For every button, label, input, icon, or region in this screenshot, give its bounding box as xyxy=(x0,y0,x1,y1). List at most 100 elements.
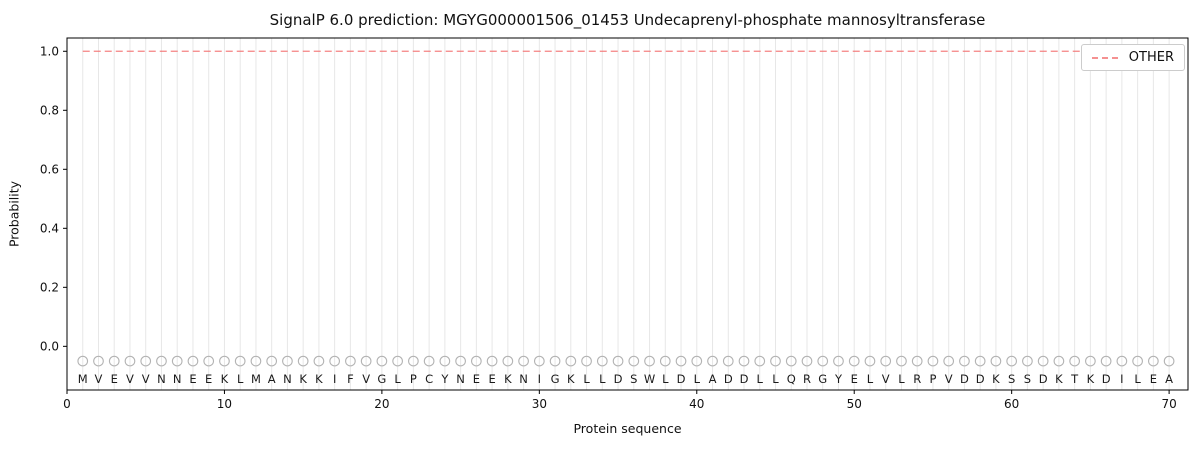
residue-letter: R xyxy=(803,372,811,386)
residue-marker xyxy=(439,355,451,367)
residue-letter: K xyxy=(504,372,512,386)
residue-marker xyxy=(1148,355,1159,367)
y-tick-label: 0.0 xyxy=(40,340,59,354)
residue-marker xyxy=(156,355,167,367)
axes-frame xyxy=(66,37,1189,391)
residue-letter: Y xyxy=(834,372,843,386)
legend: OTHER xyxy=(1080,44,1185,71)
residue-marker xyxy=(801,355,813,367)
residue-marker xyxy=(833,355,844,367)
residue-marker xyxy=(817,355,829,367)
residue-letter: P xyxy=(410,372,417,386)
residue-marker xyxy=(392,355,403,367)
residue-marker xyxy=(376,355,388,367)
residue-marker xyxy=(219,355,230,367)
residue-letter: F xyxy=(347,372,354,386)
residue-letter: N xyxy=(283,372,292,386)
residue-letter: L xyxy=(772,372,779,386)
residue-marker xyxy=(707,355,718,367)
residue-letter: W xyxy=(644,372,655,386)
residue-letter: S xyxy=(630,372,637,386)
residue-letter: A xyxy=(268,372,276,386)
residue-letter: K xyxy=(992,372,1000,386)
residue-marker xyxy=(880,355,892,367)
residue-letter: A xyxy=(1165,372,1173,386)
residue-marker xyxy=(896,355,907,367)
x-axis-label: Protein sequence xyxy=(573,421,682,436)
residue-marker xyxy=(581,355,592,367)
residue-marker xyxy=(455,355,466,367)
residue-letter: K xyxy=(1055,372,1063,386)
residue-letter: D xyxy=(677,372,686,386)
residue-marker xyxy=(1006,355,1018,367)
residue-marker xyxy=(93,355,104,367)
residue-letter: I xyxy=(538,372,541,386)
sequence-markers xyxy=(77,355,1175,367)
residue-letter: D xyxy=(976,372,985,386)
residue-letter: L xyxy=(662,372,669,386)
residue-letter: V xyxy=(142,372,150,386)
y-tick-label: 0.2 xyxy=(40,281,59,295)
x-tick-label: 70 xyxy=(1161,397,1176,411)
residue-marker xyxy=(408,355,419,367)
residue-marker xyxy=(990,355,1002,367)
residue-letter: E xyxy=(473,372,480,386)
residue-letter: K xyxy=(315,372,323,386)
residue-letter: L xyxy=(583,372,590,386)
residue-marker xyxy=(691,355,703,367)
residue-letter: G xyxy=(818,372,827,386)
residue-letter: L xyxy=(237,372,244,386)
residue-marker xyxy=(234,355,246,367)
x-tick-label: 10 xyxy=(217,397,232,411)
residue-letter: K xyxy=(567,372,575,386)
residue-letter: Q xyxy=(787,372,796,386)
residue-marker xyxy=(1037,355,1049,367)
residue-marker xyxy=(345,355,356,367)
residue-letter: T xyxy=(1070,372,1079,386)
x-tick-label: 20 xyxy=(374,397,389,411)
residue-letter: G xyxy=(377,372,386,386)
residue-letter: N xyxy=(173,372,182,386)
residue-letter: R xyxy=(913,372,921,386)
residue-letter: N xyxy=(157,372,166,386)
residue-marker xyxy=(911,355,923,367)
residue-letter: D xyxy=(960,372,969,386)
residue-letter: C xyxy=(425,372,433,386)
residue-marker xyxy=(1053,355,1065,367)
residue-marker xyxy=(549,355,561,367)
residue-letter: E xyxy=(111,372,118,386)
x-tick-label: 0 xyxy=(63,397,71,411)
residue-letter: E xyxy=(189,372,196,386)
residue-marker xyxy=(297,355,309,367)
residue-letter: L xyxy=(867,372,874,386)
residue-letter: E xyxy=(205,372,212,386)
y-tick-label: 1.0 xyxy=(40,44,59,58)
residue-marker xyxy=(108,355,120,367)
plot-frame xyxy=(66,37,1189,391)
x-tick-label: 40 xyxy=(689,397,704,411)
residue-marker xyxy=(738,355,750,367)
residue-marker xyxy=(518,355,529,367)
residue-marker xyxy=(1100,355,1112,367)
residue-letter: L xyxy=(1134,372,1141,386)
residue-marker xyxy=(171,355,183,367)
residue-letter: V xyxy=(126,372,134,386)
residue-marker xyxy=(77,355,89,367)
residue-marker xyxy=(943,355,955,367)
residue-letter: K xyxy=(299,372,307,386)
residue-marker xyxy=(250,355,262,367)
residue-marker xyxy=(471,355,482,367)
residue-marker xyxy=(1132,355,1143,367)
residue-letter: K xyxy=(221,372,229,386)
residue-letter: L xyxy=(394,372,401,386)
residue-marker xyxy=(187,355,199,367)
residue-letter: L xyxy=(599,372,606,386)
residue-marker xyxy=(959,355,970,367)
residue-marker xyxy=(628,355,640,367)
residue-letter: M xyxy=(78,372,88,386)
residue-letter: Y xyxy=(440,372,449,386)
residue-letter: D xyxy=(614,372,623,386)
residue-letter: V xyxy=(882,372,890,386)
